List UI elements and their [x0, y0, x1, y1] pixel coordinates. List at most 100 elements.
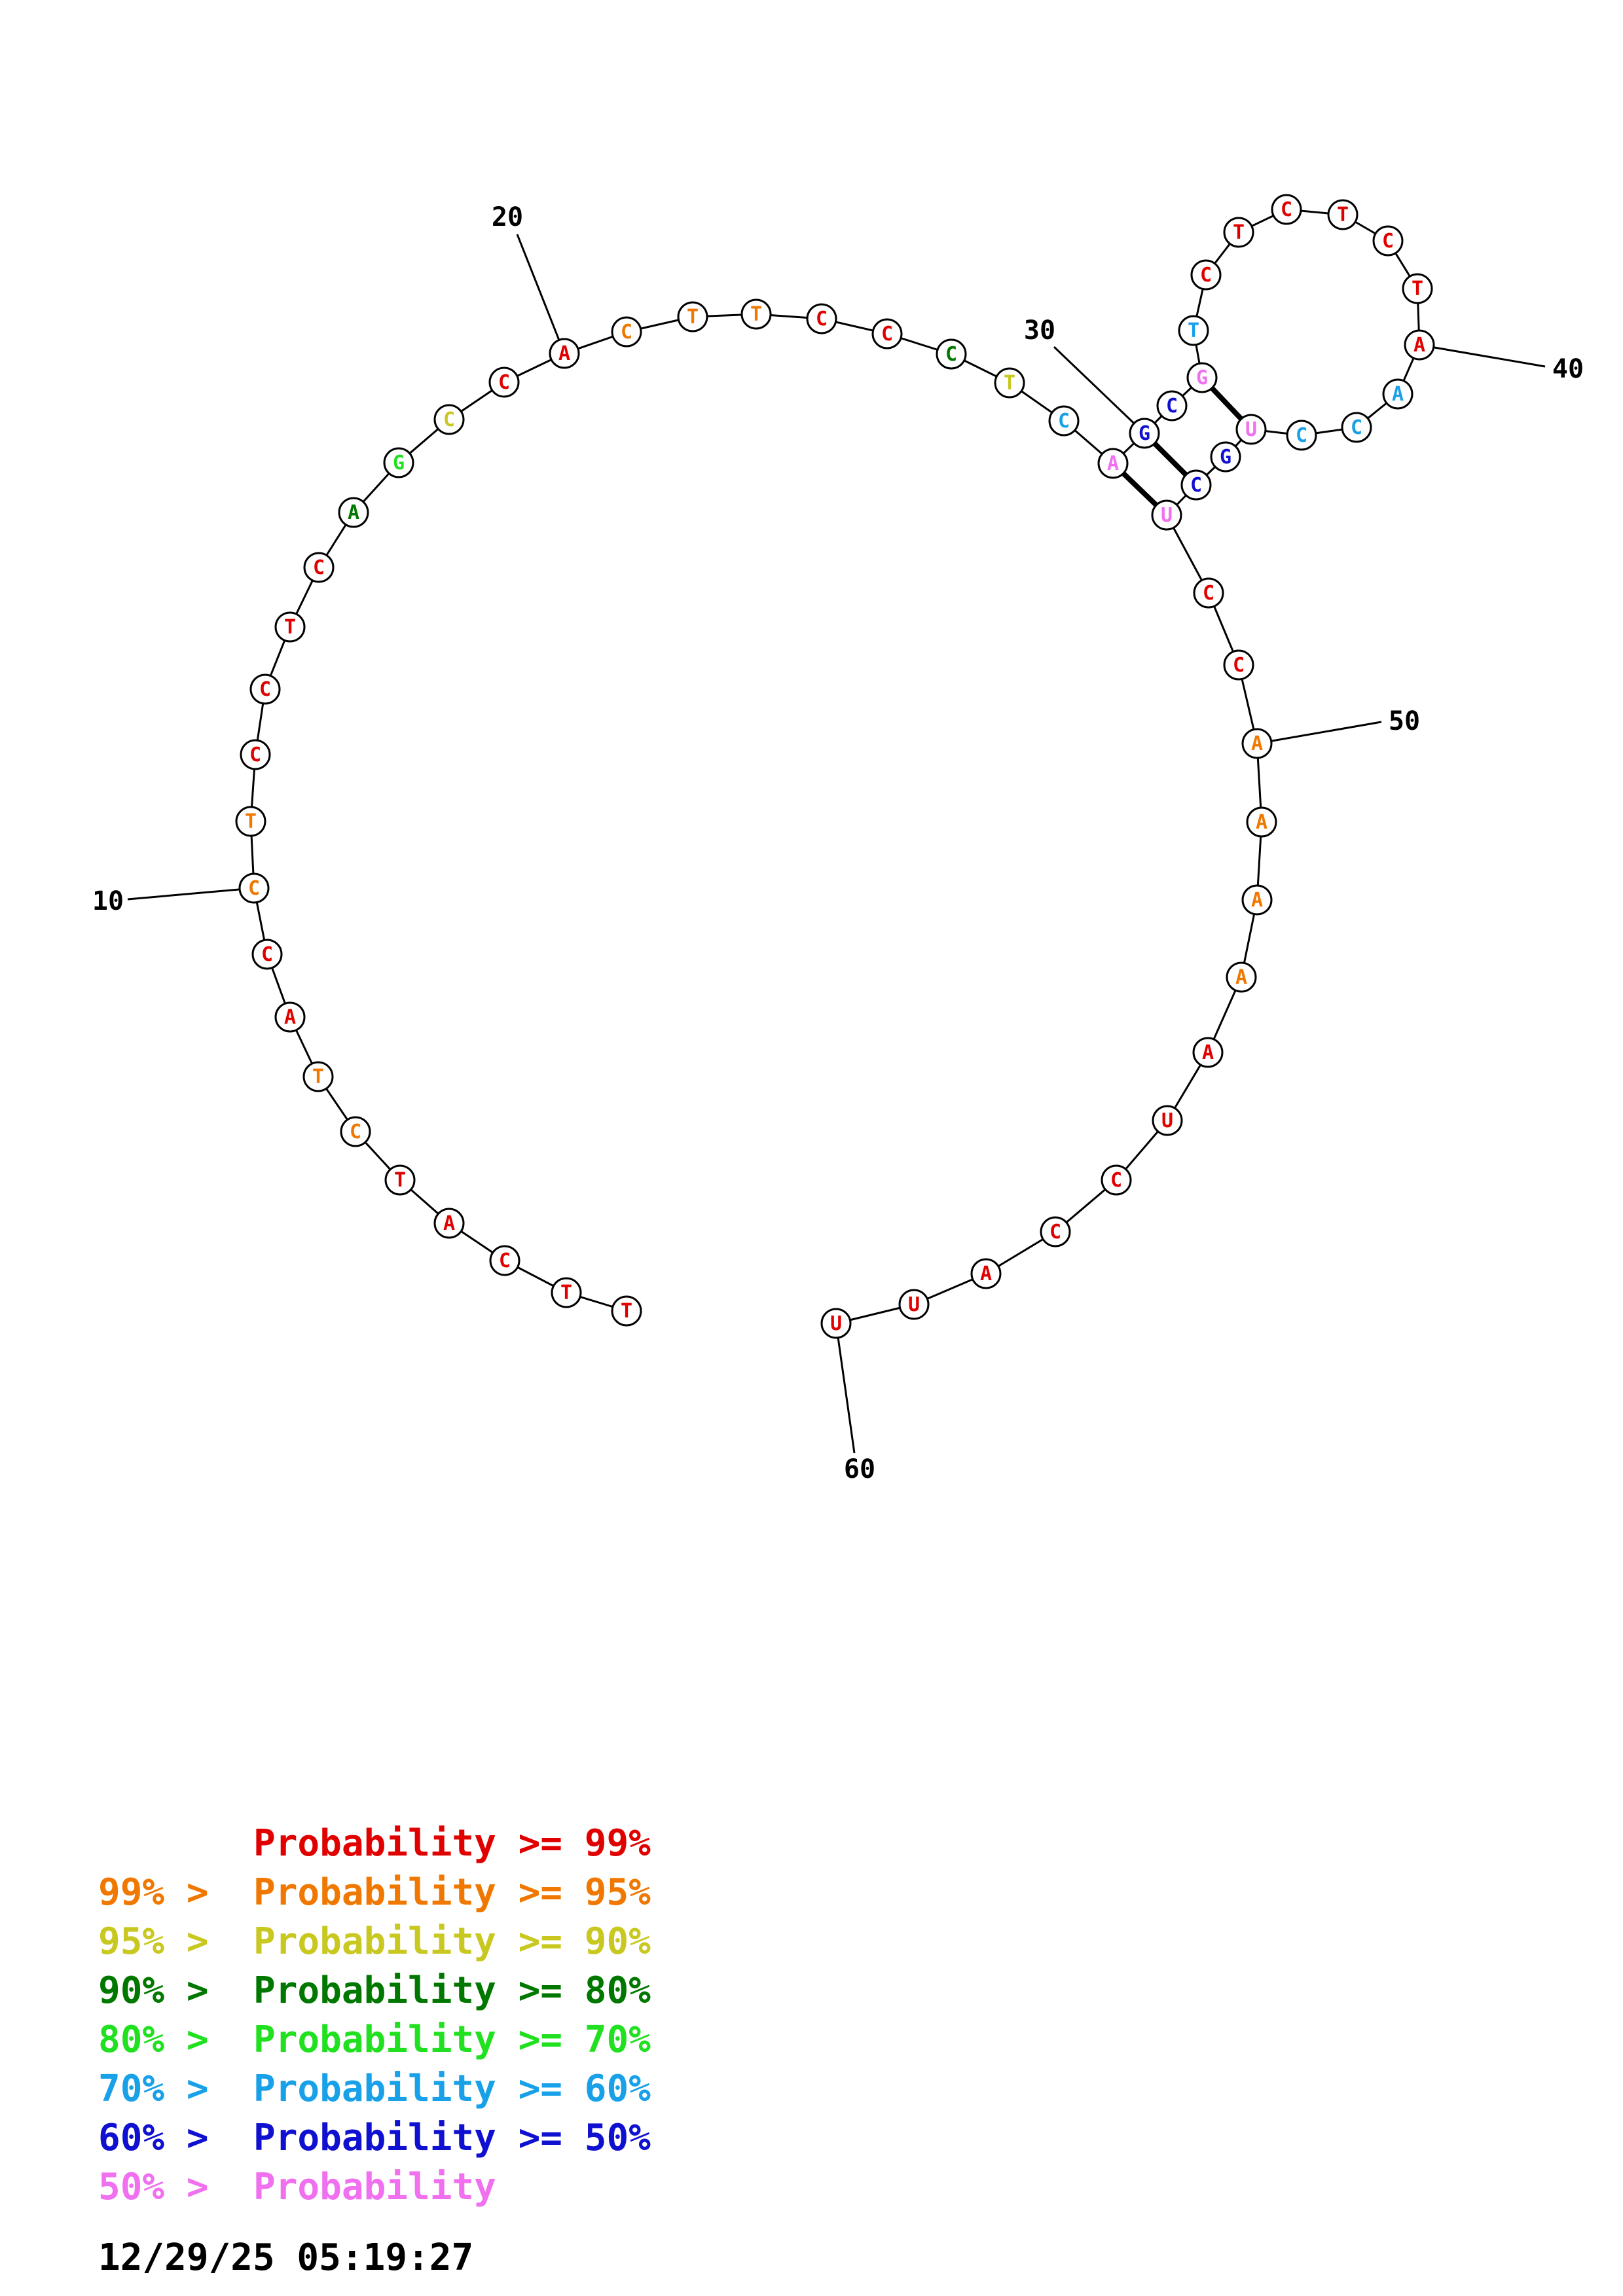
- nucleotide: C: [1286, 420, 1317, 451]
- index-label: 20: [492, 202, 523, 232]
- nucleotide: U: [1151, 499, 1182, 531]
- index-leader-line: [516, 234, 566, 354]
- legend-entry: Probability >= 60%: [253, 2068, 651, 2110]
- nucleotide: C: [1341, 412, 1372, 443]
- nucleotide-base: C: [350, 1121, 361, 1143]
- nucleotide: G: [1129, 418, 1160, 449]
- nucleotide: T: [994, 367, 1025, 399]
- nucleotide: C: [806, 303, 837, 334]
- timestamp: 12/29/25 05:19:27: [98, 2236, 473, 2279]
- nucleotide: G: [1186, 362, 1218, 393]
- nucleotide-circle: [1097, 448, 1129, 479]
- nucleotide-base: T: [1004, 372, 1015, 395]
- nucleotide-base: A: [980, 1263, 992, 1285]
- nucleotide: T: [384, 1164, 416, 1196]
- nucleotide-base: U: [1161, 504, 1173, 527]
- index-label: 40: [1552, 354, 1584, 384]
- nucleotide-circle: [274, 1001, 306, 1033]
- nucleotide: A: [549, 338, 580, 369]
- nucleotide-base: C: [1110, 1169, 1122, 1192]
- nucleotide-circle: [994, 367, 1025, 399]
- nucleotide-base: C: [1296, 424, 1307, 447]
- nucleotide-circle: [1101, 1164, 1132, 1196]
- nucleotide-base: T: [1233, 221, 1245, 244]
- nucleotide-base: C: [261, 943, 273, 966]
- nucleotide-circle: [340, 1116, 371, 1147]
- index-labels: 10 20 30 40 50 60: [92, 202, 1584, 1484]
- nucleotide-circle: [820, 1308, 852, 1339]
- nucleotide-circle: [1235, 414, 1267, 445]
- nucleotide: C: [1271, 194, 1302, 225]
- nucleotide-circle: [936, 338, 967, 370]
- nucleotide-base: T: [394, 1169, 406, 1192]
- nucleotide: C: [433, 404, 465, 435]
- nucleotide-base: C: [1351, 416, 1362, 439]
- nucleotide-circle: [433, 404, 465, 435]
- nucleotide-circle: [383, 447, 414, 478]
- nucleotide-base: T: [560, 1282, 572, 1304]
- nucleotide-base: T: [1337, 204, 1349, 226]
- nucleotide-circle: [303, 552, 335, 583]
- legend-prefix: 80% >: [98, 2018, 209, 2061]
- legend-entry: Probability >= 50%: [253, 2117, 651, 2159]
- nucleotide-circle: [1048, 405, 1080, 437]
- nucleotide-base: A: [284, 1006, 296, 1029]
- nucleotide-circle: [611, 1295, 642, 1327]
- nucleotide: G: [1210, 441, 1241, 473]
- legend-entry: Probability: [253, 2166, 496, 2208]
- nucleotide-circle: [1404, 329, 1435, 361]
- nucleotide: A: [1404, 329, 1435, 361]
- legend-prefix: 95% >: [98, 1920, 209, 1963]
- nucleotide-circle: [235, 806, 266, 837]
- index-leader-line: [1419, 344, 1546, 368]
- nucleotide: C: [936, 338, 967, 370]
- nucleotide: A: [1226, 961, 1257, 993]
- nucleotide: C: [1193, 577, 1224, 609]
- nucleotide: T: [235, 806, 266, 837]
- nucleotide-base: U: [830, 1312, 842, 1335]
- nucleotide-base: A: [558, 342, 570, 365]
- nucleotide: A: [338, 497, 369, 528]
- index-label: 50: [1389, 706, 1420, 736]
- nucleotide-circle: [1178, 315, 1209, 346]
- nucleotide: C: [1156, 390, 1188, 422]
- nucleotide-base: A: [348, 501, 359, 524]
- nucleotide: C: [251, 939, 283, 970]
- nucleotide: U: [1152, 1105, 1183, 1136]
- nucleotide: C: [238, 872, 270, 904]
- nucleotide: A: [433, 1208, 465, 1239]
- nucleotide-base: C: [1049, 1221, 1061, 1244]
- nucleotide: T: [274, 611, 306, 643]
- nucleotide: T: [677, 301, 708, 332]
- nucleotide: T: [302, 1061, 334, 1092]
- nucleotide: T: [1402, 273, 1433, 304]
- legend-prefix: 60% >: [98, 2117, 209, 2159]
- index-label: 30: [1024, 315, 1055, 346]
- nucleotide-circle: [551, 1277, 582, 1308]
- legend-prefix: 90% >: [98, 1969, 209, 2012]
- nucleotide-base: T: [621, 1300, 632, 1323]
- backbone-lines: [249, 208, 1421, 1325]
- nucleotide-circle: [1180, 469, 1212, 501]
- nucleotide-base: C: [945, 343, 957, 366]
- nucleotide: C: [1048, 405, 1080, 437]
- nucleotide-circle: [1186, 362, 1218, 393]
- nucleotide-circle: [1271, 194, 1302, 225]
- nucleotide-circle: [1402, 273, 1433, 304]
- nucleotide-base: C: [249, 744, 261, 766]
- nucleotide-base: C: [443, 408, 455, 431]
- nucleotide-base: A: [1107, 452, 1119, 475]
- nucleotide-circle: [1372, 225, 1404, 257]
- nucleotide-circle: [1327, 199, 1359, 230]
- nucleotide: C: [488, 367, 520, 398]
- nucleotide-base: C: [816, 308, 828, 331]
- nucleotide-circle: [1040, 1216, 1071, 1247]
- nucleotide-circle: [1193, 577, 1224, 609]
- nucleotide-base: A: [1392, 383, 1404, 406]
- nucleotide: A: [1241, 884, 1273, 916]
- index-label: 60: [844, 1454, 875, 1484]
- nucleotide: C: [871, 318, 903, 350]
- nucleotide-base: T: [750, 303, 762, 326]
- nucleotide: T: [611, 1295, 642, 1327]
